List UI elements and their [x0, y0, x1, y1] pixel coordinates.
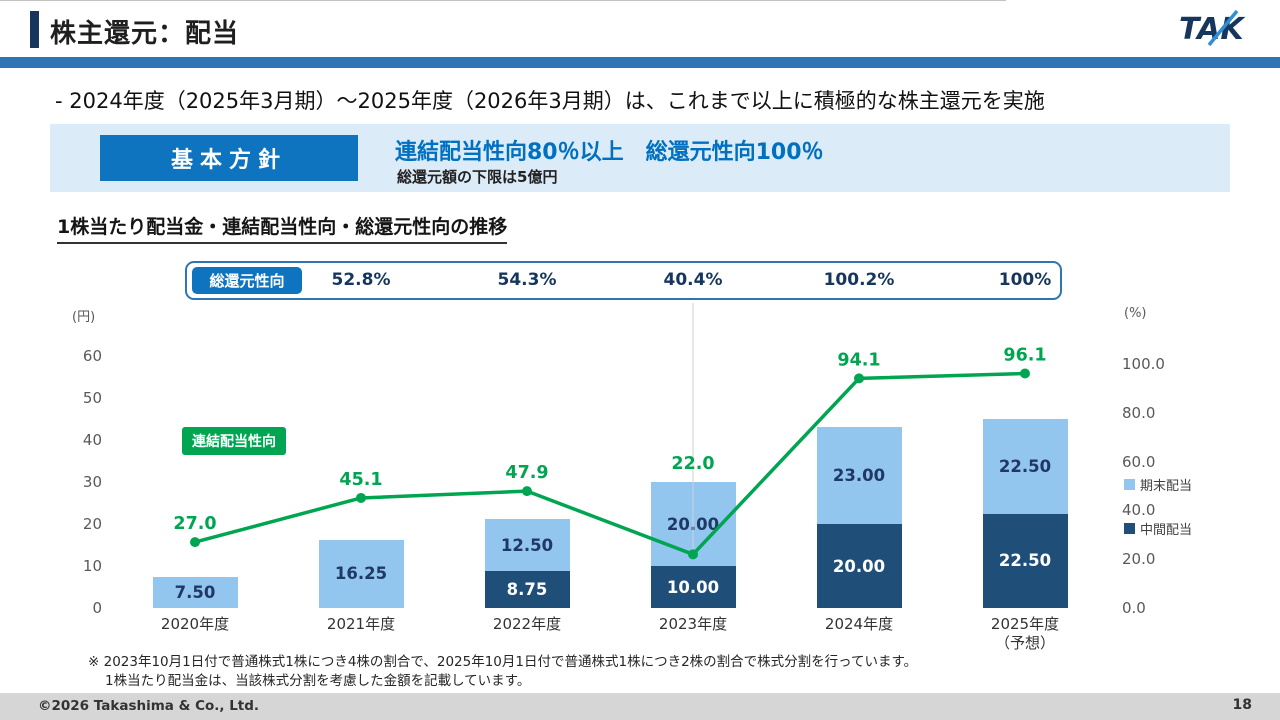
line-point [688, 549, 698, 560]
y-axis-tick-label: 20 [82, 515, 102, 533]
secondary-axis-tick-label: 0.0 [1122, 599, 1146, 617]
category-label: 2021年度 [326, 615, 396, 633]
y-axis-tick-label: 30 [82, 473, 102, 491]
total-return-ratio-value: 40.4% [663, 270, 723, 290]
bar-segment-interim: 10.00 [650, 566, 736, 608]
footnote-line-1: ※ 2023年10月1日付で普通株式1株につき4株の割合で、2025年10月1日… [88, 654, 918, 670]
total-return-ratio-value: 54.3% [497, 270, 557, 290]
bar-segment-final: 7.50 [152, 576, 238, 608]
footnote: ※ 2023年10月1日付で普通株式1株につき4株の割合で、2025年10月1日… [88, 653, 917, 691]
category-label: 2024年度 [824, 615, 894, 633]
header-divider-strip [0, 57, 1280, 68]
bar-segment-final: 20.00 [650, 482, 736, 566]
legend-swatch-final-icon [1124, 479, 1135, 490]
category-label: 2022年度 [492, 615, 562, 633]
line-value-label: 45.1 [339, 470, 382, 490]
legend-label-interim: 中間配当 [1140, 523, 1193, 538]
legend-item-final-dividend: 期末配当 [1124, 475, 1192, 494]
policy-headline: 連結配当性向80％以上 総還元性向100％ [395, 140, 824, 165]
line-point [522, 486, 532, 497]
total-return-ratio-value: 100% [998, 270, 1052, 290]
total-return-ratio-value: 52.8% [331, 270, 391, 290]
secondary-axis-tick-label: 100.0 [1122, 355, 1165, 373]
legend-label-final: 期末配当 [1140, 479, 1193, 494]
x-axis-line [0, 0, 1006, 1]
footnote-line-2: 1株当たり配当金は、当該株式分割を考慮した金額を記載しています。 [105, 673, 531, 689]
footer-copyright: ©2026 Takashima & Co., Ltd. [38, 698, 260, 714]
bar-segment-interim: 8.75 [484, 571, 570, 608]
line-value-label: 27.0 [173, 514, 216, 534]
footer-page-number: 18 [1232, 697, 1252, 713]
bar-segment-final: 23.00 [816, 427, 902, 524]
total-return-ratio-box: 総還元性向 52.8% 54.3% 40.4% 100.2% 100% [185, 261, 1062, 300]
chart-section-heading: 1株当たり配当金・連結配当性向・総還元性向の推移 [57, 212, 508, 244]
line-point [190, 537, 200, 548]
y-axis-tick-label: 60 [82, 347, 102, 365]
total-return-ratio-value: 100.2% [823, 270, 895, 290]
policy-note: 総還元額の下限は5億円 [397, 168, 558, 186]
policy-label-box: 基本方針 [100, 135, 358, 181]
company-logo-icon: TAK [1178, 7, 1264, 55]
line-point [1020, 368, 1030, 379]
line-value-label: 47.9 [505, 463, 548, 483]
y-axis-tick-label: 0 [92, 599, 102, 617]
category-label: 2020年度 [160, 615, 230, 633]
category-label: 2023年度 [658, 615, 728, 633]
left-axis-unit-label: (円) [72, 310, 96, 325]
page-title: 株主還元：配当 [50, 19, 240, 49]
secondary-axis-tick-label: 60.0 [1122, 452, 1156, 471]
y-axis-tick-label: 50 [82, 389, 102, 407]
bar-segment-final: 12.50 [484, 518, 570, 572]
category-label: 2025年度 （予想） [990, 615, 1060, 652]
policy-banner: 基本方針 連結配当性向80％以上 総還元性向100％ 総還元額の下限は5億円 [50, 124, 1230, 192]
bar-segment-interim: 20.00 [816, 524, 902, 608]
y-axis-tick-label: 10 [82, 557, 102, 575]
line-value-label: 96.1 [1003, 346, 1046, 366]
payout-ratio-line [193, 371, 1027, 557]
bar-segment-interim: 22.50 [982, 513, 1068, 608]
lead-statement: - 2024年度（2025年3月期）～2025年度（2026年3月期）は、これま… [55, 89, 1045, 113]
line-point [356, 492, 366, 503]
payout-ratio-badge: 連結配当性向 [182, 427, 286, 455]
right-axis-unit-label: (%) [1124, 306, 1147, 321]
total-return-ratio-label: 総還元性向 [192, 267, 302, 294]
line-value-label: 22.0 [671, 454, 714, 474]
legend-swatch-interim-icon [1124, 523, 1135, 534]
secondary-axis-tick-label: 80.0 [1122, 403, 1156, 422]
y-axis-tick-label: 40 [82, 431, 102, 449]
title-accent-bar [30, 11, 39, 48]
footer-bar: ©2026 Takashima & Co., Ltd. 18 [0, 693, 1280, 720]
bar-segment-final: 16.25 [318, 539, 404, 608]
line-value-label: 94.1 [837, 350, 880, 370]
secondary-axis-tick-label: 40.0 [1122, 501, 1156, 520]
secondary-axis-tick-label: 20.0 [1122, 550, 1156, 569]
bar-segment-final: 22.50 [982, 419, 1068, 514]
legend-item-interim-dividend: 中間配当 [1124, 519, 1192, 538]
line-point [854, 373, 864, 384]
